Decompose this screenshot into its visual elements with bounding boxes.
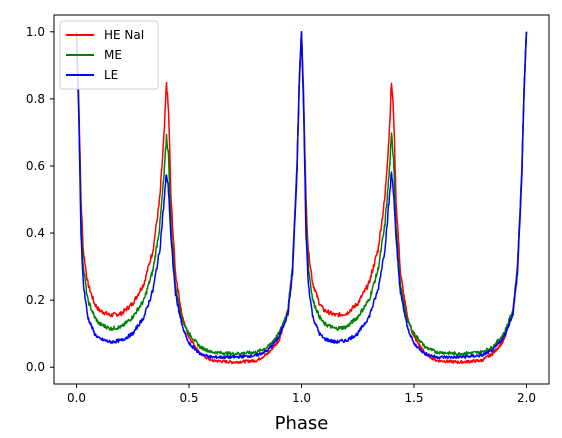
- y-tick-label: 0.4: [26, 226, 45, 240]
- x-axis-ticks: 0.0 0.5 1.0 1.5 2.0: [67, 384, 536, 405]
- x-tick-label: 2.0: [517, 391, 536, 405]
- legend-label: ME: [104, 48, 122, 62]
- x-tick-label: 1.0: [292, 391, 311, 405]
- legend-label: LE: [104, 68, 118, 82]
- x-tick-label: 1.5: [404, 391, 423, 405]
- y-tick-label: 0.6: [26, 159, 45, 173]
- x-tick-label: 0.0: [67, 391, 86, 405]
- series-line-le: [75, 31, 528, 360]
- x-tick-label: 0.5: [179, 391, 198, 405]
- y-axis-ticks: 0.0 0.2 0.4 0.6 0.8 1.0: [26, 25, 54, 374]
- y-tick-label: 0.0: [26, 360, 45, 374]
- legend-box: [59, 20, 159, 90]
- y-tick-label: 0.8: [26, 92, 45, 106]
- y-tick-label: 0.2: [26, 293, 45, 307]
- y-tick-label: 1.0: [26, 25, 45, 39]
- series-layer: [75, 31, 528, 365]
- legend-label: HE NaI: [104, 28, 144, 42]
- x-axis-title: Phase: [275, 413, 329, 433]
- legend: HE NaI ME LE: [59, 20, 159, 90]
